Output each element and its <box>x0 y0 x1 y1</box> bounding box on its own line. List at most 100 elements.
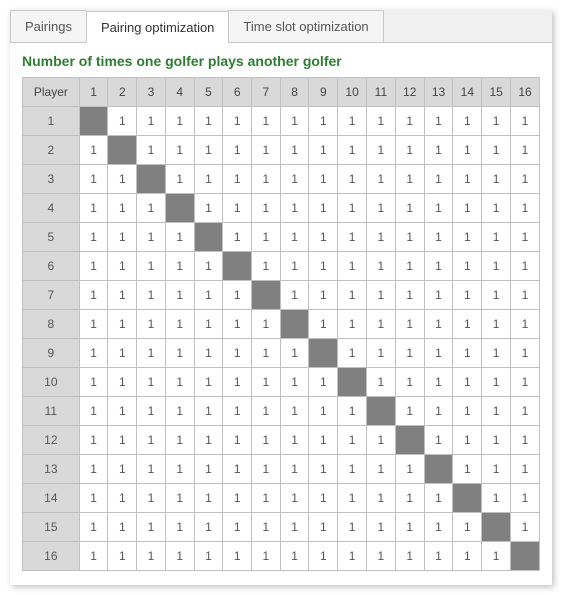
matrix-cell: 1 <box>223 484 252 513</box>
matrix-cell: 1 <box>482 484 511 513</box>
matrix-cell: 1 <box>395 252 424 281</box>
matrix-cell: 1 <box>280 136 309 165</box>
matrix-cell: 1 <box>482 455 511 484</box>
table-row: 6111111111111111 <box>23 252 540 281</box>
matrix-cell: 1 <box>194 310 223 339</box>
matrix-cell: 1 <box>338 513 367 542</box>
tab-time-slot-optimization[interactable]: Time slot optimization <box>228 10 383 42</box>
matrix-cell: 1 <box>280 165 309 194</box>
matrix-cell: 1 <box>511 107 540 136</box>
matrix-cell: 1 <box>482 252 511 281</box>
row-header: 13 <box>23 455 80 484</box>
matrix-cell: 1 <box>223 542 252 571</box>
matrix-cell: 1 <box>453 194 482 223</box>
matrix-cell: 1 <box>194 252 223 281</box>
matrix-cell: 1 <box>108 165 137 194</box>
column-header: 3 <box>137 78 166 107</box>
column-header: 12 <box>395 78 424 107</box>
tab-pairing-optimization[interactable]: Pairing optimization <box>86 11 229 43</box>
matrix-cell: 1 <box>108 223 137 252</box>
corner-cell: Player <box>23 78 80 107</box>
matrix-cell: 1 <box>367 455 396 484</box>
matrix-cell: 1 <box>367 281 396 310</box>
matrix-cell: 1 <box>338 107 367 136</box>
matrix-cell: 1 <box>108 194 137 223</box>
column-header: 5 <box>194 78 223 107</box>
table-row: 9111111111111111 <box>23 339 540 368</box>
matrix-cell: 1 <box>165 455 194 484</box>
matrix-cell: 1 <box>165 107 194 136</box>
matrix-cell: 1 <box>223 513 252 542</box>
matrix-cell: 1 <box>453 542 482 571</box>
matrix-cell: 1 <box>367 542 396 571</box>
matrix-cell: 1 <box>252 165 281 194</box>
column-header: 6 <box>223 78 252 107</box>
matrix-cell: 1 <box>367 252 396 281</box>
matrix-cell: 1 <box>309 223 338 252</box>
table-row: 4111111111111111 <box>23 194 540 223</box>
matrix-cell: 1 <box>338 136 367 165</box>
matrix-cell: 1 <box>511 165 540 194</box>
matrix-cell: 1 <box>482 542 511 571</box>
row-header: 4 <box>23 194 80 223</box>
matrix-cell <box>395 426 424 455</box>
matrix-cell: 1 <box>165 165 194 194</box>
matrix-cell: 1 <box>395 484 424 513</box>
matrix-cell: 1 <box>252 223 281 252</box>
table-row: 14111111111111111 <box>23 484 540 513</box>
matrix-cell: 1 <box>194 542 223 571</box>
column-header: 8 <box>280 78 309 107</box>
matrix-cell: 1 <box>194 513 223 542</box>
matrix-cell: 1 <box>223 223 252 252</box>
matrix-cell: 1 <box>395 368 424 397</box>
row-header: 14 <box>23 484 80 513</box>
row-header: 6 <box>23 252 80 281</box>
matrix-cell: 1 <box>367 223 396 252</box>
matrix-cell: 1 <box>194 165 223 194</box>
matrix-cell: 1 <box>137 484 166 513</box>
matrix-cell: 1 <box>453 397 482 426</box>
matrix-cell: 1 <box>280 194 309 223</box>
matrix-cell: 1 <box>137 368 166 397</box>
matrix-cell: 1 <box>309 368 338 397</box>
matrix-cell: 1 <box>367 310 396 339</box>
matrix-cell: 1 <box>280 397 309 426</box>
matrix-cell: 1 <box>252 339 281 368</box>
matrix-cell: 1 <box>453 368 482 397</box>
matrix-cell: 1 <box>108 339 137 368</box>
table-row: 12111111111111111 <box>23 426 540 455</box>
matrix-cell: 1 <box>424 513 453 542</box>
matrix-cell: 1 <box>424 194 453 223</box>
matrix-cell: 1 <box>482 107 511 136</box>
matrix-cell: 1 <box>482 339 511 368</box>
matrix-cell: 1 <box>280 513 309 542</box>
row-header: 2 <box>23 136 80 165</box>
matrix-cell: 1 <box>79 339 108 368</box>
matrix-cell: 1 <box>309 397 338 426</box>
column-header: 9 <box>309 78 338 107</box>
matrix-cell: 1 <box>108 455 137 484</box>
row-header: 16 <box>23 542 80 571</box>
table-row: 16111111111111111 <box>23 542 540 571</box>
matrix-cell: 1 <box>338 310 367 339</box>
row-header: 1 <box>23 107 80 136</box>
matrix-cell: 1 <box>367 339 396 368</box>
matrix-cell: 1 <box>252 426 281 455</box>
matrix-cell: 1 <box>453 455 482 484</box>
matrix-cell: 1 <box>79 310 108 339</box>
matrix-cell: 1 <box>511 339 540 368</box>
matrix-cell <box>194 223 223 252</box>
matrix-cell: 1 <box>194 339 223 368</box>
matrix-cell: 1 <box>395 455 424 484</box>
matrix-cell: 1 <box>137 252 166 281</box>
matrix-cell: 1 <box>338 165 367 194</box>
tab-pairings[interactable]: Pairings <box>10 10 87 42</box>
row-header: 12 <box>23 426 80 455</box>
row-header: 5 <box>23 223 80 252</box>
matrix-cell: 1 <box>194 368 223 397</box>
matrix-cell: 1 <box>165 542 194 571</box>
matrix-cell: 1 <box>252 136 281 165</box>
matrix-cell: 1 <box>194 426 223 455</box>
matrix-cell: 1 <box>79 426 108 455</box>
matrix-cell: 1 <box>223 281 252 310</box>
